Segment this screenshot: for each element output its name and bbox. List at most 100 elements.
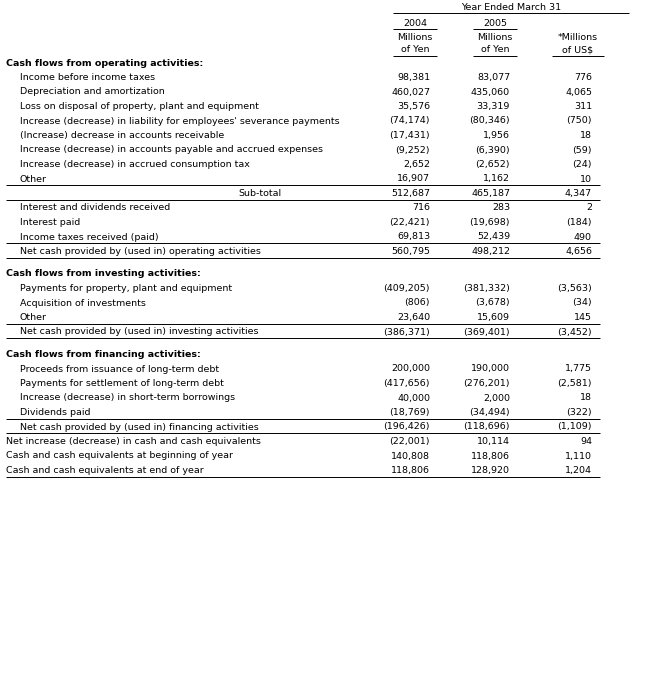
Text: 1,956: 1,956 [483,131,510,140]
Text: 190,000: 190,000 [471,365,510,374]
Text: 140,808: 140,808 [391,452,430,460]
Text: Net increase (decrease) in cash and cash equivalents: Net increase (decrease) in cash and cash… [6,437,261,446]
Text: Cash and cash equivalents at end of year: Cash and cash equivalents at end of year [6,466,204,475]
Text: 35,576: 35,576 [397,102,430,111]
Text: Increase (decrease) in short-term borrowings: Increase (decrease) in short-term borrow… [20,393,235,403]
Text: (2,652): (2,652) [475,160,510,169]
Text: 1,110: 1,110 [565,452,592,460]
Text: 23,640: 23,640 [397,313,430,322]
Text: 52,439: 52,439 [477,233,510,241]
Text: 118,806: 118,806 [391,466,430,475]
Text: (Increase) decrease in accounts receivable: (Increase) decrease in accounts receivab… [20,131,224,140]
Text: 2004: 2004 [403,18,427,28]
Text: Cash flows from investing activities:: Cash flows from investing activities: [6,269,201,279]
Text: (196,426): (196,426) [384,422,430,431]
Text: Net cash provided by (used in) investing activities: Net cash provided by (used in) investing… [20,327,259,336]
Text: Increase (decrease) in accounts payable and accrued expenses: Increase (decrease) in accounts payable … [20,146,323,155]
Text: *Millions: *Millions [558,33,598,41]
Text: 200,000: 200,000 [391,365,430,374]
Text: Net cash provided by (used in) operating activities: Net cash provided by (used in) operating… [20,247,261,256]
Text: (18,769): (18,769) [390,408,430,417]
Text: 98,381: 98,381 [397,73,430,82]
Text: (750): (750) [566,117,592,125]
Text: 4,656: 4,656 [565,247,592,256]
Text: 128,920: 128,920 [471,466,510,475]
Text: (409,205): (409,205) [384,284,430,293]
Text: (9,252): (9,252) [395,146,430,155]
Text: 283: 283 [492,203,510,212]
Text: 2: 2 [586,203,592,212]
Text: (386,371): (386,371) [383,327,430,336]
Text: (1,109): (1,109) [557,422,592,431]
Text: 776: 776 [574,73,592,82]
Text: (80,346): (80,346) [470,117,510,125]
Text: 1,162: 1,162 [483,174,510,184]
Text: 4,347: 4,347 [565,189,592,198]
Text: (34,494): (34,494) [470,408,510,417]
Text: Millions: Millions [477,33,513,41]
Text: Millions: Millions [397,33,433,41]
Text: Other: Other [20,174,47,184]
Text: 2,652: 2,652 [403,160,430,169]
Text: 33,319: 33,319 [477,102,510,111]
Text: 2005: 2005 [483,18,507,28]
Text: Sub-total: Sub-total [239,189,282,198]
Text: (2,581): (2,581) [557,379,592,388]
Text: 435,060: 435,060 [471,87,510,96]
Text: 460,027: 460,027 [391,87,430,96]
Text: 94: 94 [580,437,592,446]
Text: (6,390): (6,390) [475,146,510,155]
Text: (184): (184) [566,218,592,227]
Text: 40,000: 40,000 [397,393,430,403]
Text: Loss on disposal of property, plant and equipment: Loss on disposal of property, plant and … [20,102,259,111]
Text: (118,696): (118,696) [464,422,510,431]
Text: (24): (24) [573,160,592,169]
Text: (3,452): (3,452) [557,327,592,336]
Text: Payments for settlement of long-term debt: Payments for settlement of long-term deb… [20,379,224,388]
Text: 118,806: 118,806 [471,452,510,460]
Text: of US$: of US$ [562,45,593,54]
Text: 4,065: 4,065 [565,87,592,96]
Text: 498,212: 498,212 [471,247,510,256]
Text: (74,174): (74,174) [390,117,430,125]
Text: 512,687: 512,687 [391,189,430,198]
Text: Increase (decrease) in accrued consumption tax: Increase (decrease) in accrued consumpti… [20,160,250,169]
Text: of Yen: of Yen [401,45,430,54]
Text: Acquisition of investments: Acquisition of investments [20,298,146,308]
Text: Income taxes received (paid): Income taxes received (paid) [20,233,159,241]
Text: 16,907: 16,907 [397,174,430,184]
Text: Cash flows from operating activities:: Cash flows from operating activities: [6,58,203,68]
Text: Increase (decrease) in liability for employees' severance payments: Increase (decrease) in liability for emp… [20,117,340,125]
Text: Depreciation and amortization: Depreciation and amortization [20,87,164,96]
Text: (34): (34) [572,298,592,308]
Text: (381,332): (381,332) [463,284,510,293]
Text: 69,813: 69,813 [397,233,430,241]
Text: 465,187: 465,187 [471,189,510,198]
Text: (417,656): (417,656) [384,379,430,388]
Text: 1,775: 1,775 [565,365,592,374]
Text: 490: 490 [574,233,592,241]
Text: Interest and dividends received: Interest and dividends received [20,203,170,212]
Text: (322): (322) [566,408,592,417]
Text: 15,609: 15,609 [477,313,510,322]
Text: 18: 18 [580,393,592,403]
Text: 83,077: 83,077 [477,73,510,82]
Text: (22,001): (22,001) [390,437,430,446]
Text: (22,421): (22,421) [390,218,430,227]
Text: 311: 311 [574,102,592,111]
Text: Dividends paid: Dividends paid [20,408,90,417]
Text: Interest paid: Interest paid [20,218,80,227]
Text: Year Ended March 31: Year Ended March 31 [461,3,561,12]
Text: Cash and cash equivalents at beginning of year: Cash and cash equivalents at beginning o… [6,452,233,460]
Text: (3,678): (3,678) [475,298,510,308]
Text: (3,563): (3,563) [557,284,592,293]
Text: 18: 18 [580,131,592,140]
Text: Proceeds from issuance of long-term debt: Proceeds from issuance of long-term debt [20,365,219,374]
Text: (806): (806) [404,298,430,308]
Text: (276,201): (276,201) [464,379,510,388]
Text: of Yen: of Yen [481,45,510,54]
Text: 560,795: 560,795 [391,247,430,256]
Text: Other: Other [20,313,47,322]
Text: Cash flows from financing activities:: Cash flows from financing activities: [6,350,201,359]
Text: 10: 10 [580,174,592,184]
